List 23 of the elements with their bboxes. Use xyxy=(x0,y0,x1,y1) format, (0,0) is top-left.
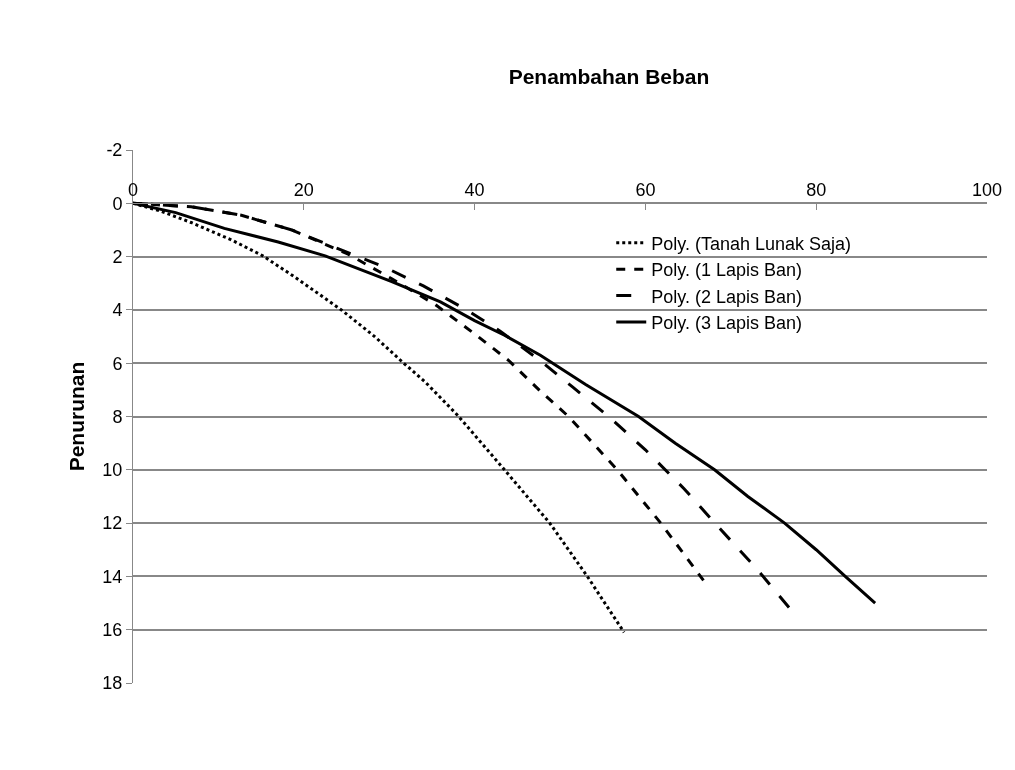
y-tick-label: -2 xyxy=(106,140,123,161)
x-tick-label: 80 xyxy=(806,180,827,201)
x-tick-label: 20 xyxy=(293,180,314,201)
y-axis-title: Penurunan xyxy=(64,361,88,472)
y-tick-label: 16 xyxy=(102,620,123,640)
y-tick-label: 14 xyxy=(102,566,123,587)
legend-label: Poly. (1 Lapis Ban) xyxy=(651,260,802,281)
x-tick-label: 40 xyxy=(464,180,485,201)
y-tick-label: 8 xyxy=(112,406,123,427)
y-tick-label: 0 xyxy=(112,193,123,214)
x-tick-label: 100 xyxy=(971,180,1003,201)
y-tick-label: 12 xyxy=(102,513,123,534)
legend-label: Poly. (3 Lapis Ban) xyxy=(651,313,802,334)
chart-title: Penambahan Beban xyxy=(508,65,710,88)
y-tick-label: 2 xyxy=(112,246,123,267)
legend-label: Poly. (Tanah Lunak Saja) xyxy=(651,233,852,254)
x-tick-label: 60 xyxy=(635,180,656,201)
x-tick-label: 0 xyxy=(127,180,139,201)
y-tick-label: 4 xyxy=(112,300,123,321)
y-tick-label: 6 xyxy=(112,353,123,374)
y-tick-label: 10 xyxy=(102,460,123,481)
legend-label: Poly. (2 Lapis Ban) xyxy=(651,286,802,307)
y-tick-label: 18 xyxy=(102,673,123,694)
